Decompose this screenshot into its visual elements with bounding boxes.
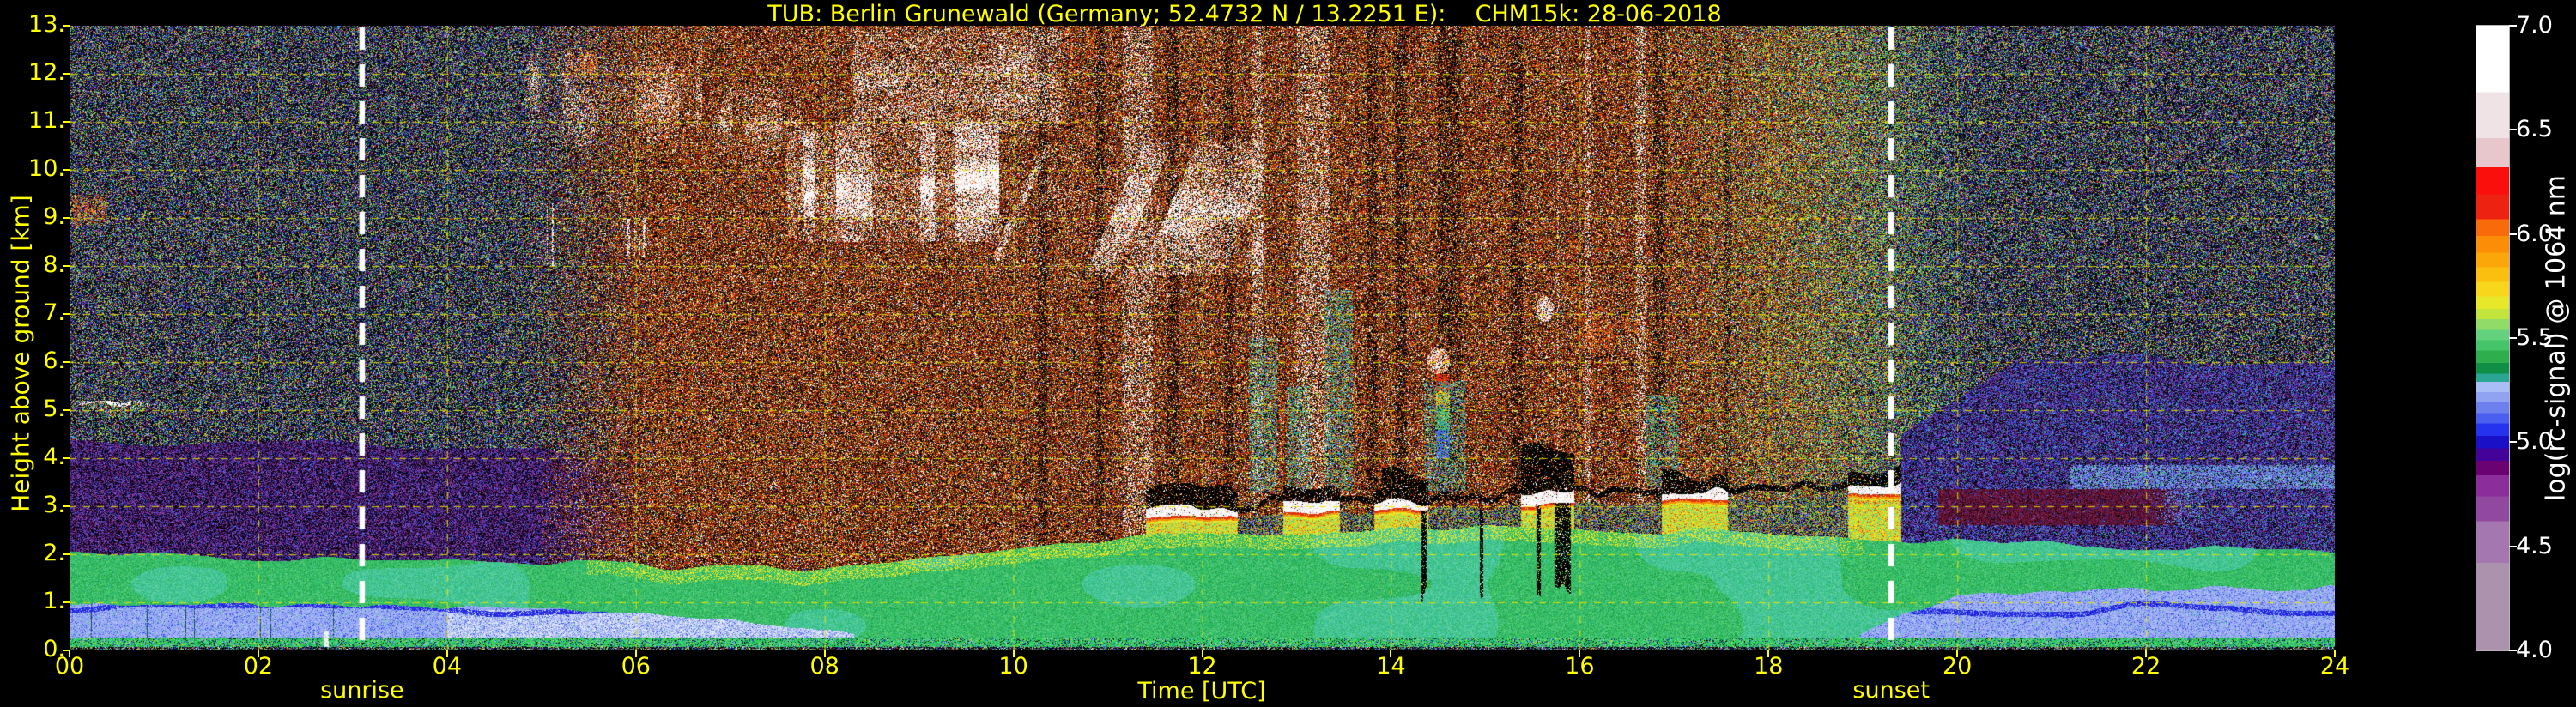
x-tick-label: 12 — [1187, 653, 1217, 680]
colorbar-tick-label: 6.5 — [2516, 116, 2553, 143]
y-tick-mark — [63, 217, 70, 219]
x-tick-mark — [634, 650, 637, 657]
ceilometer-heatmap — [70, 26, 2335, 650]
y-tick-label: 1. — [43, 588, 65, 614]
x-tick-label: 04 — [432, 653, 462, 680]
x-tick-label: 06 — [621, 653, 651, 680]
y-tick-mark — [63, 601, 70, 603]
x-tick-mark — [2334, 650, 2336, 657]
y-tick-mark — [63, 169, 70, 171]
sunrise-label: sunrise — [320, 677, 404, 704]
colorbar-tick-mark — [2509, 441, 2517, 444]
x-tick-mark — [1201, 650, 1203, 657]
colorbar-tick-mark — [2509, 650, 2517, 651]
x-tick-mark — [257, 650, 259, 657]
y-tick-label: 6. — [43, 347, 65, 374]
x-tick-label: 10 — [998, 653, 1028, 680]
colorbar-tick-mark — [2509, 545, 2517, 547]
x-tick-mark — [445, 650, 448, 657]
colorbar-tick-label: 4.0 — [2516, 637, 2553, 663]
y-tick-label: 10. — [28, 155, 65, 182]
y-tick-label: 11. — [28, 107, 65, 134]
page-title: TUB: Berlin Grunewald (Germany; 52.4732 … — [767, 1, 1722, 27]
x-tick-mark — [1390, 650, 1392, 657]
y-tick-mark — [63, 457, 70, 459]
y-tick-mark — [63, 313, 70, 315]
x-tick-label: 22 — [2131, 653, 2161, 680]
x-tick-label: 16 — [1565, 653, 1595, 680]
colorbar-tick-label: 7.0 — [2516, 12, 2553, 39]
colorbar-tick-mark — [2509, 129, 2517, 131]
x-tick-mark — [1956, 650, 1959, 657]
y-tick-label: 2. — [43, 540, 65, 566]
x-tick-label: 14 — [1376, 653, 1406, 680]
x-tick-mark — [1012, 650, 1015, 657]
x-tick-label: 18 — [1754, 653, 1784, 680]
y-tick-label: 5. — [43, 396, 65, 422]
y-tick-label: 13. — [28, 11, 65, 38]
y-tick-label: 8. — [43, 251, 65, 278]
y-tick-label: 7. — [43, 299, 65, 326]
colorbar-tick-label: 4.5 — [2516, 532, 2553, 559]
colorbar-tick-label: 6.0 — [2516, 220, 2553, 247]
x-tick-mark — [1579, 650, 1581, 657]
x-tick-label: 00 — [54, 653, 85, 680]
colorbar-tick-label: 5.5 — [2516, 324, 2553, 351]
x-tick-mark — [1767, 650, 1770, 657]
x-tick-label: 02 — [243, 653, 274, 680]
y-tick-mark — [63, 121, 70, 123]
colorbar-tick-mark — [2509, 233, 2517, 235]
x-tick-label: 24 — [2319, 653, 2350, 680]
y-tick-mark — [63, 361, 70, 363]
y-tick-mark — [63, 73, 70, 75]
x-tick-mark — [2145, 650, 2148, 657]
x-tick-label: 20 — [1942, 653, 1973, 680]
y-tick-mark — [63, 650, 70, 651]
y-tick-label: 0. — [43, 636, 65, 662]
y-tick-mark — [63, 265, 70, 267]
y-tick-label: 12. — [28, 59, 65, 86]
y-tick-mark — [63, 409, 70, 411]
x-tick-label: 08 — [809, 653, 839, 680]
y-tick-mark — [63, 505, 70, 507]
x-tick-mark — [69, 650, 70, 657]
x-axis-title: Time [UTC] — [1137, 678, 1266, 704]
y-tick-mark — [63, 553, 70, 555]
colorbar-tick-label: 5.0 — [2516, 428, 2553, 456]
y-tick-label: 9. — [43, 203, 65, 230]
colorbar-tick-mark — [2509, 25, 2517, 27]
colorbar — [2476, 26, 2509, 650]
y-tick-label: 3. — [43, 492, 65, 518]
colorbar-tick-mark — [2509, 337, 2517, 339]
x-tick-mark — [823, 650, 826, 657]
y-tick-label: 4. — [43, 444, 65, 470]
sunset-label: sunset — [1852, 677, 1930, 704]
y-tick-mark — [63, 25, 70, 27]
